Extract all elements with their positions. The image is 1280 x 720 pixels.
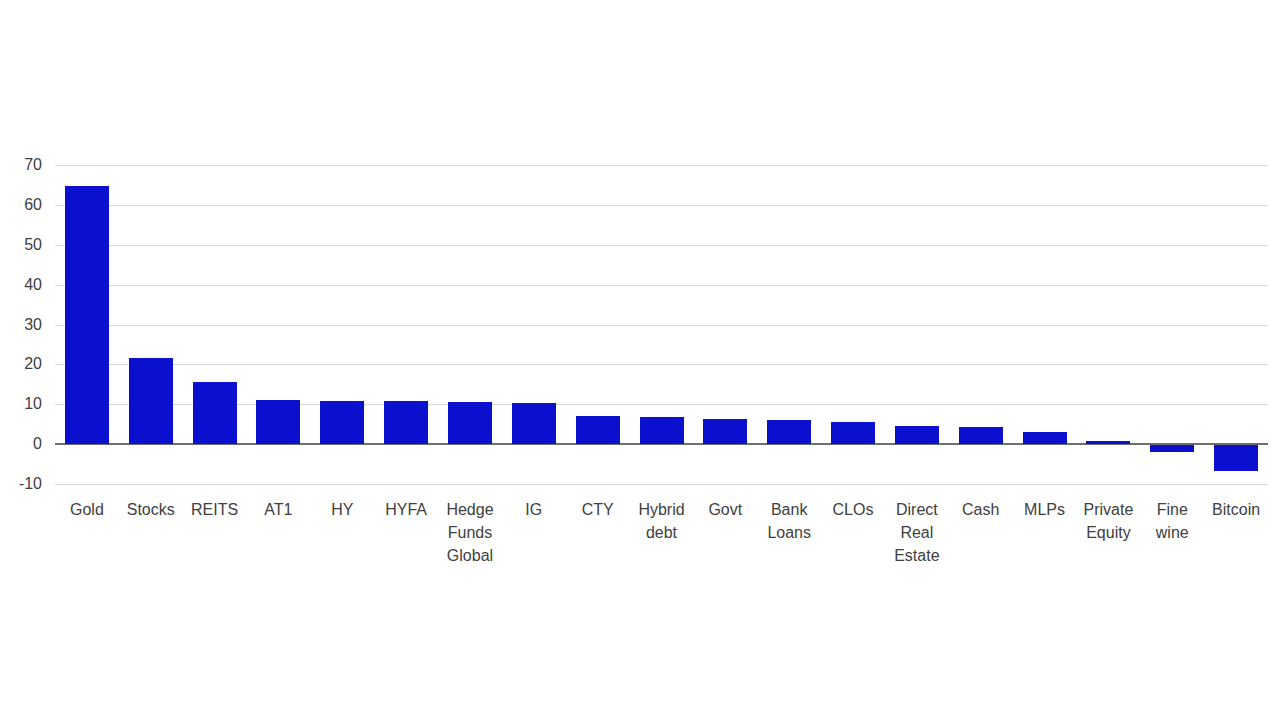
bar [959,427,1003,444]
bar [65,186,109,444]
y-axis-tick-label: 50 [8,237,42,253]
y-axis-tick-label: 0 [8,436,42,452]
x-axis-category-label: MLPs [1011,498,1079,521]
bar [1023,432,1067,444]
y-axis-tick-label: 10 [8,396,42,412]
x-axis-category-label: Bitcoin [1202,498,1270,521]
gridline [55,404,1268,405]
x-axis-category-label: AT1 [244,498,312,521]
bar [320,401,364,444]
bar [193,382,237,444]
y-axis-tick-label: 70 [8,157,42,173]
x-axis-category-label: Gold [53,498,121,521]
bar [640,417,684,444]
bar [448,402,492,444]
bar [831,422,875,444]
x-axis-category-label: Govt [691,498,759,521]
x-axis-category-label: Cash [947,498,1015,521]
bar [895,426,939,444]
bar [512,403,556,444]
x-axis-category-label: Stocks [117,498,185,521]
x-axis-category-label: Fine wine [1138,498,1206,544]
gridline [55,484,1268,485]
gridline [55,165,1268,166]
bar [129,358,173,445]
y-axis-tick-label: 60 [8,197,42,213]
gridline [55,285,1268,286]
bar [767,420,811,444]
bar [576,416,620,444]
x-axis-category-label: Bank Loans [755,498,823,544]
x-axis-category-label: Private Equity [1074,498,1142,544]
y-axis-tick-label: 30 [8,317,42,333]
gridline [55,325,1268,326]
bar [384,401,428,444]
x-axis-category-label: IG [500,498,568,521]
bar [1086,441,1130,445]
asset-returns-bar-chart: 70 60 50 40 30 20 10 0 -10 GoldStocksREITSAT1HYHY… [0,0,1280,720]
x-axis-category-label: Direct Real Estate [883,498,951,567]
bar [256,400,300,444]
x-axis-category-label: Hedge Funds Global [436,498,504,567]
y-axis-tick-label: -10 [8,476,42,492]
gridline [55,364,1268,365]
y-axis-tick-label: 20 [8,356,42,372]
y-axis-tick-label: 40 [8,277,42,293]
gridline [55,245,1268,246]
x-axis-category-label: Hybrid debt [628,498,696,544]
x-axis-category-label: CLOs [819,498,887,521]
gridline [55,205,1268,206]
bar [1150,445,1194,452]
bar [1214,445,1258,471]
x-axis-category-label: HY [308,498,376,521]
x-axis-category-label: CTY [564,498,632,521]
x-axis-category-label: HYFA [372,498,440,521]
bar [703,419,747,445]
x-axis-category-label: REITS [181,498,249,521]
